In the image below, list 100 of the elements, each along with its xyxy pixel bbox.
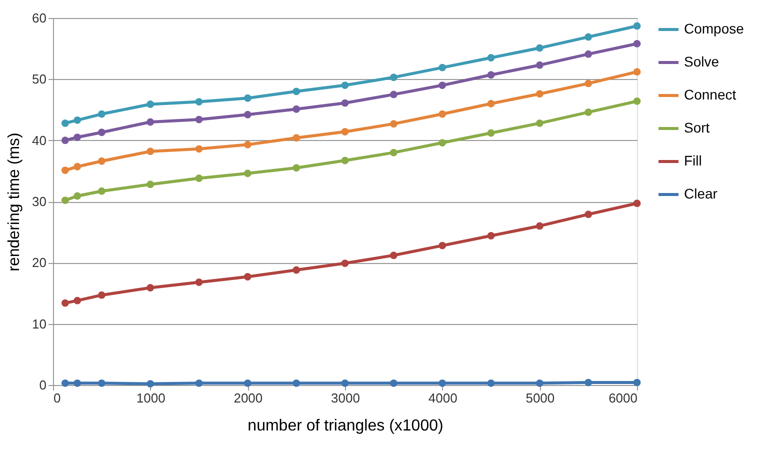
x-tick-label: 1000 [136,390,166,406]
point [146,180,154,188]
point [633,200,641,208]
point [536,90,544,98]
y-tick-label: 10 [32,316,46,332]
y-axis-title: rendering time (ms) [6,132,24,272]
point [390,120,398,128]
point [195,278,203,286]
point [146,100,154,108]
x-tick-label: 6000 [608,390,638,406]
y-tick-label: 20 [32,255,46,270]
point [98,157,106,165]
point [98,187,106,195]
point [487,232,495,240]
point [487,71,495,79]
y-tick-label: 0 [39,378,46,392]
point [146,284,154,292]
point [195,379,203,387]
point [195,174,203,182]
point [536,44,544,52]
point [244,94,252,102]
point [98,110,106,118]
point [61,120,69,127]
point [244,140,252,148]
point [341,379,349,387]
point [61,166,69,174]
point [146,380,154,388]
point [584,50,592,58]
point [341,99,349,107]
point [390,379,398,387]
y-tick-label: 60 [32,10,46,26]
point [74,379,82,387]
point [390,252,398,260]
point [98,128,106,136]
point [487,379,495,387]
point [341,260,349,267]
point [244,379,252,387]
point [584,210,592,218]
x-tick-label: 2000 [234,390,263,406]
point [341,156,349,164]
point [74,192,82,200]
x-axis-title: number of triangles (x1000) [248,418,444,434]
point [195,145,203,153]
point [74,116,82,124]
x-tick-label: 3000 [331,390,360,406]
point [584,108,592,116]
point [195,98,203,106]
point [244,170,252,178]
point [633,22,641,30]
point [292,164,300,172]
point [438,82,446,89]
legend-label: Solve [684,54,720,70]
y-tick-label: 40 [32,132,46,148]
x-tick-label: 4000 [428,390,458,406]
point [146,118,154,126]
point [633,40,641,48]
point [390,90,398,98]
point [146,148,154,156]
point [633,378,641,386]
point [341,82,349,89]
y-tick-label: 30 [32,194,46,209]
y-tick-label: 50 [32,72,46,87]
legend-label: Sort [684,120,710,136]
legend-label: Clear [684,186,718,202]
point [584,378,592,386]
point [390,74,398,82]
legend-label: Compose [684,20,744,36]
point [633,68,641,76]
point [584,80,592,88]
point [438,379,446,387]
point [536,61,544,69]
point [292,266,300,274]
point [61,299,69,307]
point [536,222,544,230]
point [438,110,446,118]
point [195,116,203,124]
point [61,379,69,387]
point [438,139,446,146]
point [74,162,82,170]
point [487,100,495,108]
point [292,105,300,113]
point [536,120,544,127]
point [61,196,69,204]
point [584,33,592,41]
point [438,242,446,250]
point [74,134,82,141]
point [292,88,300,96]
point [98,379,106,387]
point [390,148,398,156]
legend-label: Connect [684,86,736,102]
point [61,136,69,144]
x-tick-label: 0 [54,390,61,406]
point [341,128,349,136]
point [244,110,252,118]
point [292,134,300,142]
x-tick-label: 5000 [526,390,555,406]
point [292,379,300,387]
point [633,97,641,105]
point [438,64,446,72]
point [536,379,544,387]
